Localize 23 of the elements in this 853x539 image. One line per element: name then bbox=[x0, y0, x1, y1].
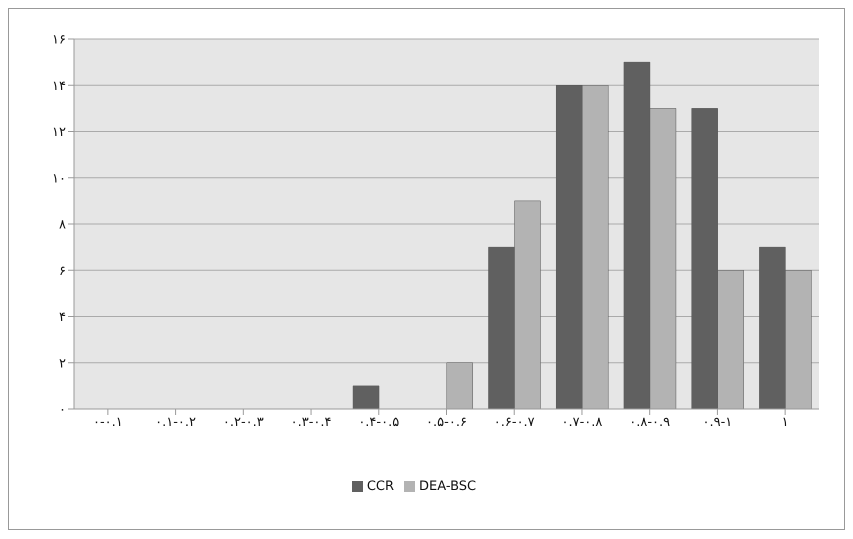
x-tick-label: ۰.۷-۰.۸ bbox=[562, 415, 602, 430]
x-tick-label: ۰.۸-۰.۹ bbox=[629, 415, 670, 430]
x-tick-label: ۰.۶-۰.۷ bbox=[494, 415, 535, 430]
y-tick-label: ۱۲ bbox=[52, 125, 66, 140]
x-tick-label: ۰.۵-۰.۶ bbox=[426, 415, 467, 430]
y-tick-label: ۴ bbox=[59, 310, 66, 326]
x-tick-label: ۰-۰.۱ bbox=[92, 415, 123, 430]
x-tick-label: ۰.۴-۰.۵ bbox=[358, 415, 400, 430]
y-tick-label: ۲ bbox=[59, 356, 66, 372]
y-tick-label: ۱۴ bbox=[52, 78, 66, 94]
x-tick-label: ۰.۲-۰.۳ bbox=[222, 415, 264, 430]
y-tick-label: ۰ bbox=[59, 402, 66, 418]
legend-label: CCR bbox=[366, 479, 394, 494]
x-tick-label: ۰.۱-۰.۲ bbox=[155, 415, 196, 430]
x-tick-label: ۰.۳-۰.۴ bbox=[290, 415, 332, 430]
y-tick-label: ۱۶ bbox=[52, 32, 66, 48]
y-tick-label: ۸ bbox=[59, 218, 66, 233]
x-tick-label: ۰.۹-۱ bbox=[702, 415, 732, 430]
x-tick-label: ۱ bbox=[782, 415, 789, 430]
legend-label: DEA-BSC bbox=[419, 479, 476, 494]
y-tick-label: ۶ bbox=[59, 264, 66, 279]
bar bbox=[352, 386, 380, 409]
y-tick-label: ۱۰ bbox=[52, 171, 66, 186]
